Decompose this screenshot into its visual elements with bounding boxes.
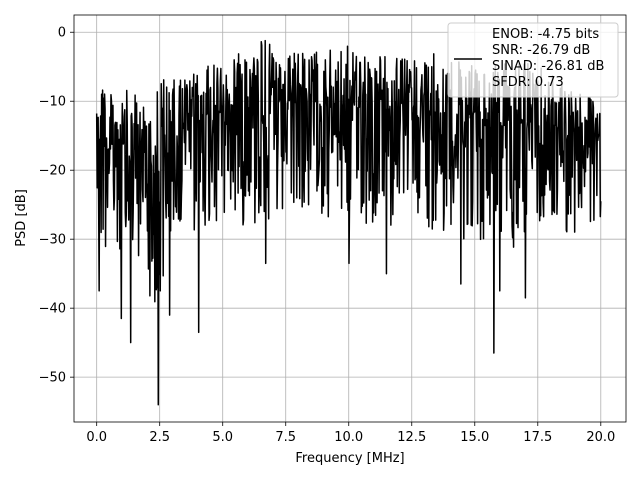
y-tick-label: −50 [39, 371, 66, 386]
y-tick-label: −30 [39, 233, 66, 248]
y-tick-label: −40 [39, 302, 66, 317]
y-tick-label: −20 [39, 164, 66, 179]
psd-line [95, 39, 602, 406]
x-tick-label: 17.5 [523, 430, 552, 445]
x-tick-label: 2.5 [149, 430, 170, 445]
legend: ENOB: -4.75 bits SNR: -26.79 dB SINAD: -… [447, 22, 619, 98]
x-tick-label: 7.5 [275, 430, 296, 445]
x-axis-ticks: 0.0 2.5 5.0 7.5 10.0 12.5 15.0 17.5 20.0 [86, 422, 615, 445]
y-axis-ticks: 0 −10 −20 −30 −40 −50 [39, 26, 74, 386]
legend-line-sinad: SINAD: -26.81 dB [492, 59, 604, 74]
x-tick-label: 12.5 [397, 430, 426, 445]
legend-line-sfdr: SFDR: 0.73 [492, 75, 564, 90]
legend-line-snr: SNR: -26.79 dB [492, 43, 590, 58]
x-tick-label: 10.0 [334, 430, 363, 445]
x-tick-label: 0.0 [86, 430, 107, 445]
y-axis-label: PSD [dB] [14, 189, 29, 247]
y-tick-label: 0 [58, 26, 66, 41]
x-axis-label: Frequency [MHz] [295, 451, 404, 466]
legend-box [447, 22, 619, 98]
x-tick-label: 20.0 [586, 430, 615, 445]
legend-line-enob: ENOB: -4.75 bits [492, 27, 599, 42]
x-tick-label: 15.0 [460, 430, 489, 445]
x-tick-label: 5.0 [212, 430, 233, 445]
y-tick-label: −10 [39, 95, 66, 110]
series-group [95, 39, 602, 406]
axes-frame [73, 14, 627, 423]
